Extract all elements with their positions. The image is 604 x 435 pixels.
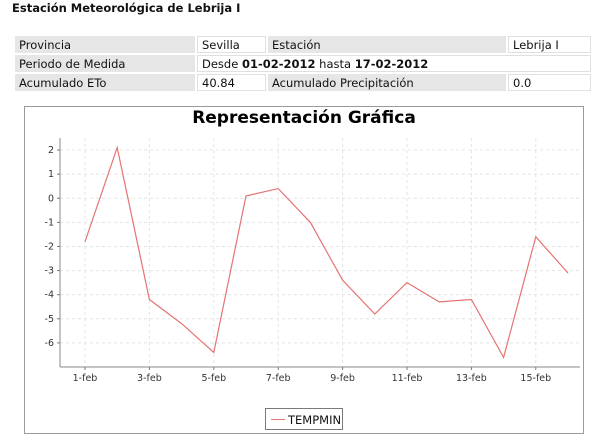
x-tick-label: 11-feb <box>392 373 423 384</box>
y-tick-label: -5 <box>45 314 54 325</box>
estacion-value: Lebrija I <box>508 36 591 53</box>
legend-swatch <box>271 419 285 420</box>
y-tick-label: 1 <box>48 169 54 180</box>
estacion-label: Estación <box>268 36 506 53</box>
precip-value: 0.0 <box>508 74 591 91</box>
y-tick-label: -3 <box>45 266 54 277</box>
series-line-tempmin <box>84 145 569 359</box>
eto-value: 40.84 <box>197 74 266 91</box>
provincia-value: Sevilla <box>197 36 266 53</box>
y-tick-label: -2 <box>45 241 54 252</box>
provincia-label: Provincia <box>15 36 195 53</box>
x-tick-label: 1-feb <box>73 373 98 384</box>
legend-label: TEMPMIN <box>288 413 342 427</box>
y-tick-label: -4 <box>45 290 54 301</box>
periodo-start-date: 01-02-2012 <box>241 56 316 71</box>
page-title: Estación Meteorológica de Lebrija I <box>12 1 241 15</box>
plot-area <box>60 138 580 367</box>
periodo-label: Periodo de Medida <box>15 55 195 72</box>
table-row: Periodo de Medida Desde 01-02-2012 hasta… <box>15 55 591 72</box>
y-tick-label: -1 <box>45 217 54 228</box>
table-row: Acumulado ETo 40.84 Acumulado Precipitac… <box>15 74 591 91</box>
x-tick-label: 13-feb <box>456 373 487 384</box>
y-tick-label: -6 <box>45 338 54 349</box>
x-tick-label: 5-feb <box>201 373 226 384</box>
periodo-desde: Desde <box>202 56 239 71</box>
eto-label: Acumulado ETo <box>15 74 195 91</box>
x-tick-label: 15-feb <box>520 373 551 384</box>
periodo-hasta: hasta <box>319 56 352 71</box>
precip-label: Acumulado Precipitación <box>268 74 506 91</box>
x-tick-label: 3-feb <box>137 373 162 384</box>
station-info-table: Provincia Sevilla Estación Lebrija I Per… <box>13 34 593 93</box>
y-tick-label: 2 <box>48 145 54 156</box>
chart-title: Representación Gráfica <box>192 108 416 128</box>
chart-legend: TEMPMIN <box>265 408 343 430</box>
table-row: Provincia Sevilla Estación Lebrija I <box>15 36 591 53</box>
periodo-end-date: 17-02-2012 <box>354 56 429 71</box>
x-tick-label: 9-feb <box>330 373 355 384</box>
periodo-value: Desde 01-02-2012 hasta 17-02-2012 <box>197 55 591 72</box>
line-chart: 2 1 0 -1 -2 -3 -4 -5 -6 1-feb 3-feb 5-feb 7-feb 9-feb… <box>45 138 580 384</box>
chart-container: Representación Gráfica 2 1 0 -1 -2 -3 -4 -5 -6 1-… <box>24 106 584 434</box>
y-tick-label: 0 <box>48 193 54 204</box>
x-tick-label: 7-feb <box>266 373 291 384</box>
